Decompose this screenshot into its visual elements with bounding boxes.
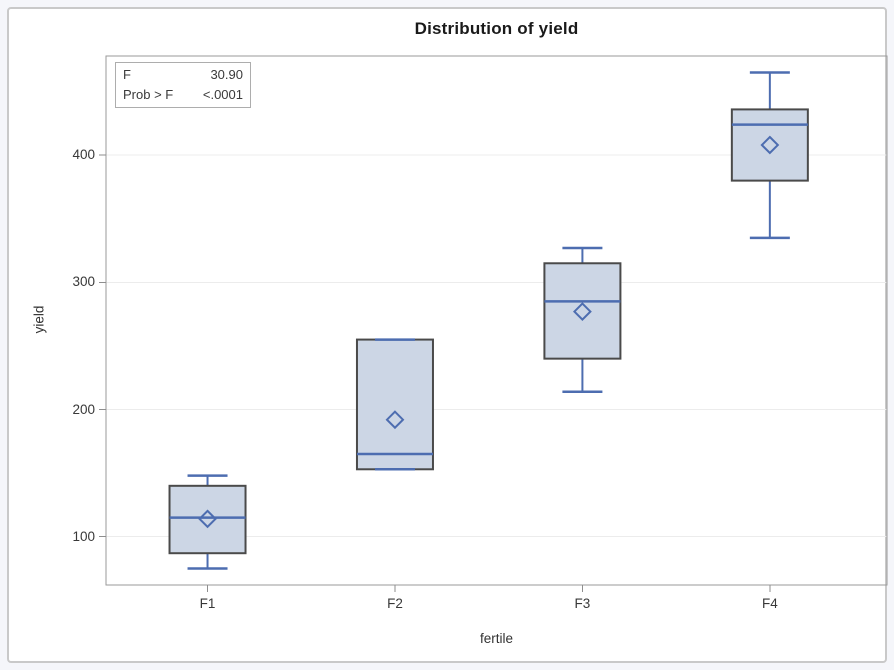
y-axis-label: yield [31,305,47,334]
chart-title: Distribution of yield [414,19,579,38]
stats-row-prob: Prob > F <.0001 [123,85,243,105]
box-F2 [355,338,434,471]
f-stat-label: F [123,67,131,82]
f-stat-value: 30.90 [210,67,243,82]
prob-f-label: Prob > F [123,87,174,102]
mean-diamond-F2 [385,410,405,430]
stats-row-f: F 30.90 [123,65,243,85]
x-tick-label-F1: F1 [199,596,216,611]
y-tick-label: 200 [72,401,95,417]
x-tick-label-F3: F3 [574,596,591,611]
boxplot-canvas [99,55,888,592]
x-tick-label-F4: F4 [761,596,778,611]
x-tick-label-F2: F2 [387,596,403,611]
box-F4 [730,108,809,182]
y-tick-label: 400 [72,147,95,163]
prob-f-value: <.0001 [202,87,243,102]
plot-frame [105,55,888,586]
y-tick-label: 100 [72,528,95,544]
x-axis-label: fertile [479,631,513,646]
mean-diamond-F1 [198,509,217,529]
mean-diamond-F3 [572,302,592,322]
chart-figure: Distribution of yield F 30.90 Prob > F <… [7,7,888,663]
mean-diamond-F4 [760,135,780,155]
box-F3 [543,262,622,360]
box-F1 [168,484,247,555]
anova-stats-box: F 30.90 Prob > F <.0001 [115,62,251,108]
y-tick-label: 300 [72,274,95,290]
